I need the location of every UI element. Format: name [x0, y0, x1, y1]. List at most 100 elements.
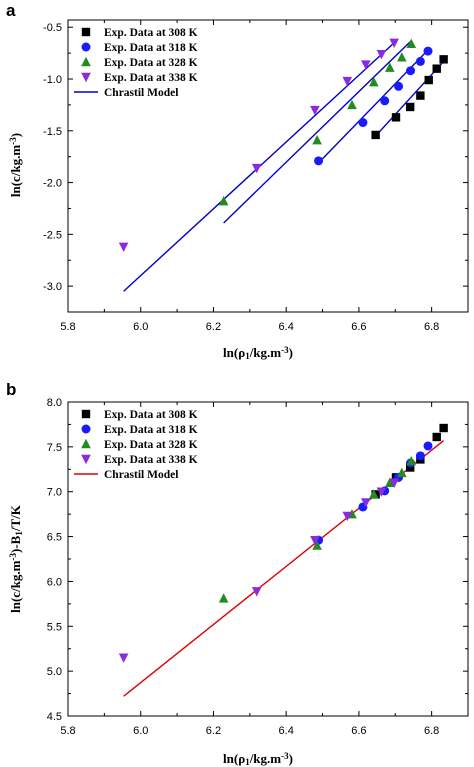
- panel-b-series-0-point-5: [439, 423, 448, 433]
- panel-a-series-1-point-2: [380, 96, 390, 106]
- panel-b-series-2-point-0: [218, 593, 229, 603]
- panel-a-series-0-point-5: [432, 64, 441, 73]
- panel-a-series-3-point-2: [310, 105, 320, 116]
- panel-b-y-tick-label-0: 4.5: [47, 711, 62, 723]
- panel-a-series-2-point-5: [397, 52, 407, 62]
- panel-a-legend-label-1: Exp. Data at 318 K: [104, 42, 198, 54]
- panel-a-y-tick-label-5: -0.5: [43, 22, 62, 34]
- panel-b-legend-label-0: Exp. Data at 308 K: [104, 409, 198, 421]
- panel-a-series-3-point-3: [342, 76, 353, 87]
- panel-b-series-3-point-3: [342, 511, 353, 522]
- panel-b-series-3-point-5: [376, 487, 387, 497]
- chart-panel-a: 5.8 6.0 6.2 6.4 6.6 6.8 -3.0 -2.5 -2.0 -1.5 -1.0 -0…: [8, 19, 469, 361]
- panel-a-x-tick-label-4: 6.6: [351, 321, 366, 333]
- panel-a-series-2-point-6: [406, 38, 417, 49]
- panel-b-legend-label-3: Exp. Data at 338 K: [104, 454, 198, 466]
- panel-a-legend-marker-2: [81, 56, 91, 67]
- panel-a-series-0-point-0: [371, 130, 380, 140]
- panel-b-series-3-point-2: [310, 535, 320, 546]
- panel-a-series-1-point-3: [394, 81, 404, 91]
- panel-b-y-tick-label-6: 7.5: [47, 442, 62, 454]
- panel-b-x-tick-label-1: 6.0: [133, 725, 148, 737]
- panel-a-series-0-point-6: [439, 55, 448, 64]
- panel-a-series-1-point-1: [358, 118, 368, 128]
- panel-a-x-tick-label-3: 6.4: [279, 321, 294, 333]
- panel-a-y-tick-label-1: -2.5: [43, 229, 62, 241]
- panel-b-legend-marker-1: [81, 424, 91, 434]
- panel-b-series-2-point-4: [385, 477, 395, 487]
- panel-b-x-tick-label-4: 6.6: [351, 725, 366, 737]
- panel-a-legend-marker-0: [81, 27, 91, 37]
- panel-a-series-3-point-0: [118, 242, 129, 252]
- panel-a-x-tick-label-0: 5.8: [60, 321, 75, 333]
- panel-a-legend-label-0: Exp. Data at 308 K: [104, 27, 198, 39]
- panel-a-y-axis-title: ln(c/kg.m-3): [8, 133, 23, 197]
- panel-a-series-1-point-0: [314, 156, 324, 166]
- panel-b-x-tick-label-5: 6.8: [424, 725, 439, 737]
- panel-a-series-2-point-1: [312, 134, 322, 145]
- panel-a-series-2-point-4: [385, 62, 395, 72]
- panel-b-series-0-point-4: [432, 432, 441, 442]
- panel-b-x-tick-label-3: 6.4: [279, 725, 294, 737]
- panel-b-letter: b: [6, 380, 16, 399]
- panel-b-y-tick-label-1: 5.0: [47, 666, 62, 678]
- panel-b-y-tick-label-2: 5.5: [47, 621, 62, 633]
- panel-a-series-3-point-4: [361, 60, 371, 70]
- panel-b-y-tick-label-3: 6.0: [47, 576, 62, 588]
- panel-a-series-2-point-2: [347, 99, 357, 110]
- panel-a-y-tick-label-4: -1.0: [43, 74, 62, 86]
- panel-a-x-axis-title: ln(ρ1/kg.m-3): [223, 345, 293, 361]
- panel-b-legend-marker-3: [81, 454, 91, 465]
- panel-b-y-axis-title: ln(c/kg.m-3)-B1/T/K: [8, 504, 24, 613]
- panel-a-series-2-point-3: [369, 76, 379, 87]
- panel-a-series-0-point-3: [416, 91, 425, 100]
- panel-a-series-3-point-6: [389, 38, 399, 48]
- panel-b-series-0-point-2: [405, 463, 415, 472]
- panel-a-letter: a: [6, 1, 16, 20]
- panel-b-y-tick-label-5: 7.0: [47, 487, 62, 499]
- panel-b-legend-label-1: Exp. Data at 318 K: [104, 424, 198, 436]
- panel-b-y-tick-label-4: 6.5: [47, 532, 62, 544]
- panel-b-legend-label-2: Exp. Data at 328 K: [104, 439, 198, 451]
- panel-a-legend-marker-3: [81, 72, 91, 83]
- panel-a-series-2-point-0: [218, 196, 229, 206]
- panel-a-plot-frame: [67, 19, 469, 313]
- panel-a-series-1-point-4: [406, 66, 416, 76]
- panel-a-series-0-point-4: [424, 75, 433, 85]
- panel-a-model-line-2: [223, 40, 412, 224]
- panel-a-legend-label-2: Exp. Data at 328 K: [104, 57, 198, 69]
- panel-a-x-tick-label-2: 6.2: [206, 321, 221, 333]
- panel-a-y-tick-label-3: -1.5: [43, 126, 62, 138]
- panel-b-legend-marker-2: [81, 438, 91, 449]
- panel-a-series-1-point-5: [415, 56, 425, 66]
- panel-b-x-axis-title: ln(ρ1/kg.m-3): [223, 751, 293, 767]
- panel-a-series-0-point-2: [405, 102, 415, 112]
- panel-b-series-3-point-6: [389, 478, 399, 488]
- panel-b-series-2-point-3: [369, 489, 379, 499]
- panel-a-y-tick-label-2: -2.0: [43, 178, 62, 190]
- panel-a-series-3-point-5: [376, 49, 387, 60]
- panel-b-y-tick-label-7: 8.0: [47, 397, 62, 409]
- panel-a-legend-marker-1: [81, 42, 91, 52]
- panel-a-x-tick-label-1: 6.0: [133, 321, 148, 333]
- panel-a-series-0-point-1: [391, 113, 401, 122]
- panel-a-model-line-0: [375, 60, 445, 137]
- panel-b-series-3-point-1: [251, 587, 262, 597]
- panel-b-series-3-point-0: [118, 653, 129, 663]
- panel-b-series-1-point-6: [423, 441, 433, 451]
- panel-b-series-3-point-4: [361, 498, 371, 508]
- panel-a-y-tick-label-0: -3.0: [43, 281, 62, 293]
- panel-b-x-tick-label-2: 6.2: [206, 725, 221, 737]
- chart-panel-b: 5.8 6.0 6.2 6.4 6.6 6.8 4.5 5.0 5.5 6.0 6.5 7.0 7.5 8…: [8, 397, 469, 767]
- panel-b-series-2-point-6: [406, 456, 417, 466]
- panel-b-series-1-point-5: [415, 451, 425, 461]
- panel-a-series-3-point-1: [251, 163, 262, 174]
- panel-a-series-1-point-6: [423, 46, 433, 56]
- panel-a-legend-label-4: Chrastil Model: [104, 87, 178, 99]
- panel-a-legend-label-3: Exp. Data at 338 K: [104, 72, 198, 84]
- panel-b-legend-marker-0: [81, 409, 91, 419]
- panel-b-series-2-point-1: [312, 540, 322, 550]
- panel-b-series-2-point-5: [397, 467, 407, 478]
- panel-b-x-tick-label-0: 5.8: [60, 725, 75, 737]
